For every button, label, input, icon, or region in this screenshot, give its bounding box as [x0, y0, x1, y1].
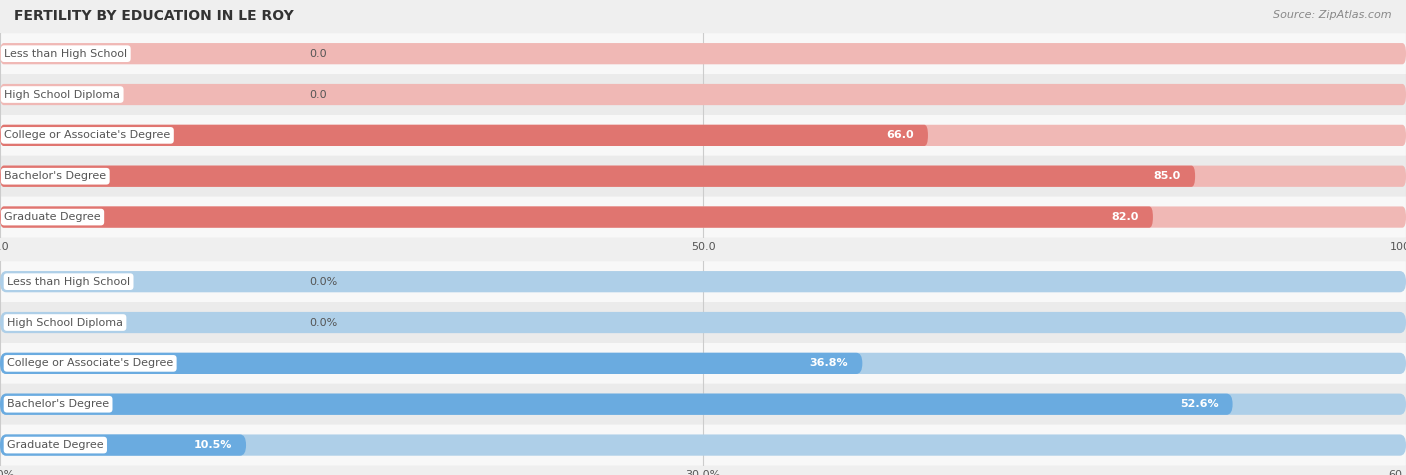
FancyBboxPatch shape: [0, 353, 862, 374]
FancyBboxPatch shape: [0, 394, 1233, 415]
FancyBboxPatch shape: [0, 302, 1406, 343]
FancyBboxPatch shape: [0, 261, 1406, 302]
FancyBboxPatch shape: [0, 43, 1406, 64]
Text: 0.0: 0.0: [309, 48, 328, 59]
FancyBboxPatch shape: [0, 384, 1406, 425]
Text: 66.0: 66.0: [886, 130, 914, 141]
FancyBboxPatch shape: [0, 197, 1406, 238]
Text: 85.0: 85.0: [1154, 171, 1181, 181]
Text: Source: ZipAtlas.com: Source: ZipAtlas.com: [1274, 10, 1392, 19]
Text: High School Diploma: High School Diploma: [4, 89, 121, 100]
FancyBboxPatch shape: [0, 125, 1406, 146]
FancyBboxPatch shape: [0, 33, 1406, 74]
FancyBboxPatch shape: [0, 125, 928, 146]
FancyBboxPatch shape: [0, 353, 1406, 374]
Text: Bachelor's Degree: Bachelor's Degree: [7, 399, 110, 409]
FancyBboxPatch shape: [0, 166, 1195, 187]
FancyBboxPatch shape: [0, 84, 1406, 105]
Text: College or Associate's Degree: College or Associate's Degree: [7, 358, 173, 369]
Text: High School Diploma: High School Diploma: [7, 317, 124, 328]
FancyBboxPatch shape: [0, 156, 1406, 197]
FancyBboxPatch shape: [0, 425, 1406, 466]
Text: 0.0%: 0.0%: [309, 317, 337, 328]
Text: FERTILITY BY EDUCATION IN LE ROY: FERTILITY BY EDUCATION IN LE ROY: [14, 10, 294, 23]
Text: Less than High School: Less than High School: [4, 48, 128, 59]
Text: 82.0: 82.0: [1112, 212, 1139, 222]
FancyBboxPatch shape: [0, 74, 1406, 115]
Text: College or Associate's Degree: College or Associate's Degree: [4, 130, 170, 141]
FancyBboxPatch shape: [0, 207, 1406, 228]
FancyBboxPatch shape: [0, 166, 1406, 187]
FancyBboxPatch shape: [0, 115, 1406, 156]
Text: Graduate Degree: Graduate Degree: [4, 212, 101, 222]
Text: 0.0%: 0.0%: [309, 276, 337, 287]
Text: Bachelor's Degree: Bachelor's Degree: [4, 171, 107, 181]
Text: 10.5%: 10.5%: [194, 440, 232, 450]
FancyBboxPatch shape: [0, 435, 1406, 456]
Text: Less than High School: Less than High School: [7, 276, 131, 287]
FancyBboxPatch shape: [0, 312, 1406, 333]
Text: 36.8%: 36.8%: [810, 358, 848, 369]
FancyBboxPatch shape: [0, 271, 1406, 292]
FancyBboxPatch shape: [0, 207, 1153, 228]
FancyBboxPatch shape: [0, 394, 1406, 415]
Text: Graduate Degree: Graduate Degree: [7, 440, 104, 450]
FancyBboxPatch shape: [0, 343, 1406, 384]
FancyBboxPatch shape: [0, 435, 246, 456]
Text: 52.6%: 52.6%: [1180, 399, 1219, 409]
Text: 0.0: 0.0: [309, 89, 328, 100]
